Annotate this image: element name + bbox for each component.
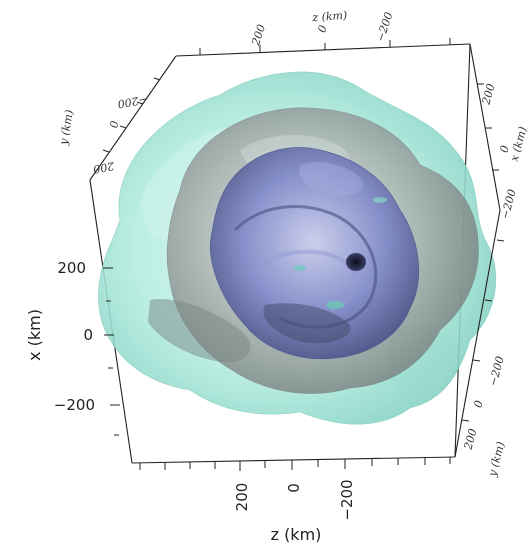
z-tick-label-0: 0	[285, 483, 303, 493]
core-region	[346, 253, 366, 271]
right-x-tick-label-200: 200	[479, 82, 497, 107]
right-x-tick-label-0: 0	[497, 144, 511, 154]
right-y-axis-label: y (km)	[486, 440, 508, 479]
top-z-axis-label: z (km)	[311, 9, 348, 24]
right-x-tick-label-minus-200: −200	[498, 188, 518, 221]
top-z-axis: z (km) 200 0 −200	[249, 9, 396, 48]
z-axis-label: z (km)	[271, 525, 322, 544]
x-tick-label-minus-200: −200	[54, 396, 95, 414]
top-z-axis-ticks	[199, 38, 451, 55]
left-y-tick-label-200: 200	[92, 159, 116, 176]
left-y-axis-ticks	[102, 77, 161, 153]
inner-isosurface	[210, 147, 420, 360]
z-axis-ticks	[139, 457, 451, 471]
top-z-tick-label-0: 0	[315, 24, 330, 35]
left-y-tick-label-0: 0	[108, 120, 122, 129]
x-axis-ticks	[103, 267, 120, 436]
left-y-axis-label: y (km)	[57, 109, 76, 147]
right-x-axis: 200 0 −200 x (km)	[479, 82, 529, 220]
x-axis-label: x (km)	[25, 309, 44, 361]
box-front-frame	[131, 209, 501, 464]
right-axis-ticks	[461, 83, 505, 422]
right-y-tick-label-0: 0	[471, 399, 485, 409]
x-tick-label-0: 0	[83, 326, 93, 344]
z-axis: 200 0 −200 z (km)	[233, 479, 356, 544]
z-tick-label-minus-200: −200	[338, 479, 356, 520]
x-axis: 200 0 −200 x (km)	[25, 259, 95, 414]
right-y-axis: −200 0 200 y (km)	[461, 355, 507, 479]
x-tick-label-200: 200	[57, 259, 86, 277]
z-tick-label-200: 200	[233, 483, 251, 512]
right-x-axis-label: x (km)	[508, 125, 529, 163]
top-z-tick-label-minus-200: −200	[374, 11, 396, 44]
right-y-tick-label-200: 200	[461, 427, 479, 452]
left-y-axis: −200 0 200 y (km)	[57, 92, 149, 175]
left-y-tick-label-minus-200: −200	[117, 92, 149, 110]
right-y-tick-label-minus-200: −200	[486, 355, 506, 388]
top-z-tick-label-200: 200	[249, 23, 268, 48]
